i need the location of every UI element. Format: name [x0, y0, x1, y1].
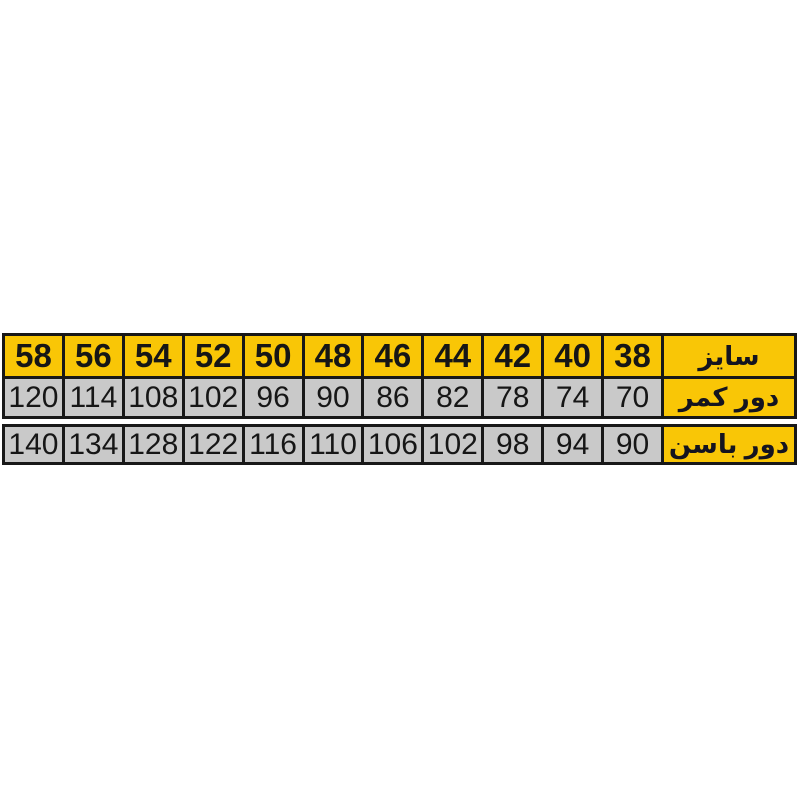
size-header-cell: 50: [241, 333, 305, 379]
waist-value-cell: 82: [421, 376, 485, 419]
size-chart-table: 58 56 54 52 50 48 46 44 42 40 38 سایز 12…: [2, 333, 797, 465]
hip-value-cell: 128: [121, 424, 185, 465]
size-waist-table: 58 56 54 52 50 48 46 44 42 40 38 سایز 12…: [2, 333, 797, 419]
size-header-cell: 44: [421, 333, 485, 379]
waist-value-cell: 78: [481, 376, 545, 419]
hip-value-cell: 116: [241, 424, 305, 465]
hip-value-cell: 106: [361, 424, 425, 465]
hip-table: 140 134 128 122 116 110 106 102 98 94 90…: [2, 424, 797, 465]
waist-value-cell: 114: [61, 376, 125, 419]
size-header-cell: 56: [61, 333, 125, 379]
waist-value-cell: 120: [2, 376, 65, 419]
hip-value-cell: 98: [481, 424, 545, 465]
waist-value-cell: 90: [301, 376, 365, 419]
size-header-cell: 42: [481, 333, 545, 379]
size-row-label: سایز: [661, 333, 797, 379]
waist-row: 120 114 108 102 96 90 86 82 78 74 70 دور…: [2, 376, 797, 419]
waist-value-cell: 102: [181, 376, 245, 419]
size-header-cell: 54: [121, 333, 185, 379]
size-header-cell: 38: [601, 333, 664, 379]
hip-row: 140 134 128 122 116 110 106 102 98 94 90…: [2, 424, 797, 465]
hip-value-cell: 94: [541, 424, 605, 465]
hip-value-cell: 140: [2, 424, 65, 465]
waist-value-cell: 70: [601, 376, 664, 419]
waist-row-label: دور کمر: [661, 376, 797, 419]
size-header-cell: 52: [181, 333, 245, 379]
waist-value-cell: 96: [241, 376, 305, 419]
hip-value-cell: 90: [601, 424, 664, 465]
size-header-cell: 48: [301, 333, 365, 379]
hip-value-cell: 110: [301, 424, 365, 465]
hip-value-cell: 122: [181, 424, 245, 465]
hip-value-cell: 102: [421, 424, 485, 465]
size-header-cell: 46: [361, 333, 425, 379]
waist-value-cell: 86: [361, 376, 425, 419]
size-header-row: 58 56 54 52 50 48 46 44 42 40 38 سایز: [2, 333, 797, 379]
hip-row-label: دور باسن: [661, 424, 797, 465]
waist-value-cell: 74: [541, 376, 605, 419]
size-header-cell: 58: [2, 333, 65, 379]
size-header-cell: 40: [541, 333, 605, 379]
waist-value-cell: 108: [121, 376, 185, 419]
hip-value-cell: 134: [61, 424, 125, 465]
